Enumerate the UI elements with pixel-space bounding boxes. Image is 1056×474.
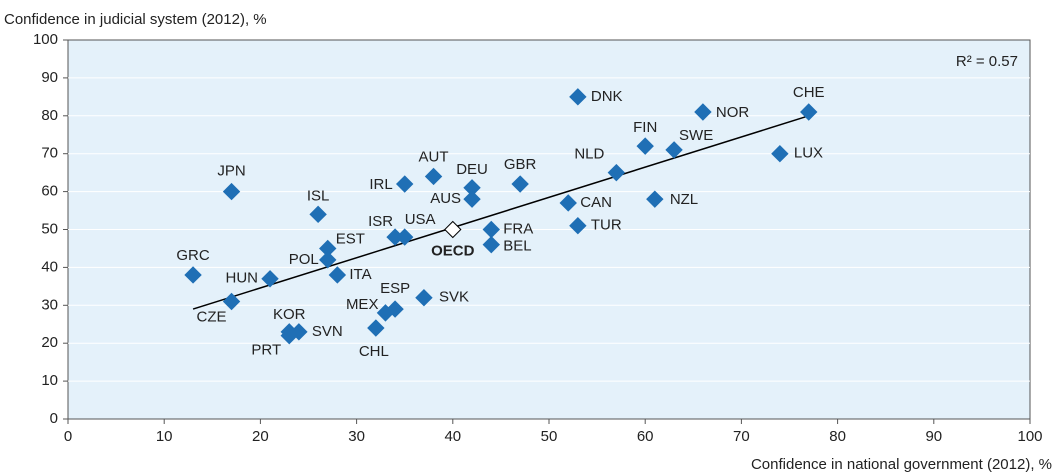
point <box>415 289 433 307</box>
point-label: SVK <box>439 289 469 306</box>
x-tick-label: 100 <box>1017 428 1042 445</box>
point <box>395 228 414 246</box>
y-tick-label: 30 <box>41 296 58 313</box>
point-label: SVN <box>312 323 343 340</box>
point-label: HUN <box>226 270 259 287</box>
point <box>290 323 308 341</box>
point-label: NLD <box>574 146 604 163</box>
point-label: GRC <box>176 247 210 264</box>
point <box>482 235 500 254</box>
point <box>261 270 279 288</box>
point-label: ISL <box>307 187 330 204</box>
y-tick-label: 20 <box>41 334 58 351</box>
x-tick-label: 30 <box>348 428 365 445</box>
y-tick-label: 90 <box>41 69 58 86</box>
point <box>222 182 241 201</box>
x-tick-label: 90 <box>925 428 942 445</box>
point <box>636 137 654 155</box>
x-tick-label: 0 <box>64 428 72 445</box>
point <box>559 194 577 212</box>
x-tick-label: 70 <box>733 428 750 445</box>
y-tick-label: 0 <box>50 410 58 427</box>
y-tick-label: 50 <box>41 220 58 237</box>
point <box>309 205 327 224</box>
point <box>646 190 664 208</box>
point <box>424 167 443 186</box>
x-tick-label: 40 <box>444 428 461 445</box>
x-tick-label: 50 <box>541 428 558 445</box>
point <box>319 251 337 269</box>
point-label: POL <box>289 251 319 268</box>
point-label: PRT <box>251 342 281 359</box>
point-label: ESP <box>380 280 410 297</box>
point-label: DEU <box>456 161 488 178</box>
trend-line <box>192 115 809 310</box>
point-label: EST <box>336 230 365 247</box>
point-label: JPN <box>217 163 245 180</box>
point <box>367 319 385 337</box>
point <box>800 103 818 121</box>
point-label: BEL <box>503 238 531 255</box>
y-tick-label: 70 <box>41 145 58 162</box>
point-label: ITA <box>349 266 371 283</box>
x-tick-label: 80 <box>829 428 846 445</box>
point-label: SWE <box>679 127 713 144</box>
point-label: FIN <box>633 119 657 136</box>
point-label: CZE <box>197 308 227 325</box>
point-label: FRA <box>503 220 533 237</box>
point-label: GBR <box>504 156 537 173</box>
point <box>444 220 462 239</box>
point <box>184 266 202 284</box>
point <box>569 217 587 235</box>
point-label: DNK <box>591 88 623 105</box>
y-axis-label: Confidence in judicial system (2012), % <box>4 11 267 28</box>
y-tick-label: 80 <box>41 107 58 124</box>
point-label: USA <box>405 211 436 228</box>
point-label: CHE <box>793 84 825 101</box>
x-tick-label: 60 <box>637 428 654 445</box>
point-label: ISR <box>368 213 393 230</box>
point-label: NZL <box>670 191 698 208</box>
point-label: TUR <box>591 217 622 234</box>
point <box>771 144 789 163</box>
x-axis-label: Confidence in national government (2012)… <box>751 456 1052 473</box>
point <box>222 292 241 311</box>
point-label: LUX <box>794 145 823 162</box>
point-label: KOR <box>273 306 306 323</box>
x-tick-label: 10 <box>156 428 173 445</box>
annotation: R² = 0.57 <box>956 53 1018 70</box>
y-tick-label: 10 <box>41 372 58 389</box>
point <box>395 175 414 193</box>
point-label: AUS <box>430 190 461 207</box>
point <box>328 266 347 284</box>
y-tick-label: 60 <box>41 183 58 200</box>
point-label: MEX <box>346 296 379 313</box>
point <box>463 190 481 208</box>
y-tick-label: 40 <box>41 258 58 275</box>
y-tick-label: 100 <box>33 31 58 48</box>
point <box>511 175 529 193</box>
point <box>665 141 683 159</box>
x-tick-label: 20 <box>252 428 269 445</box>
point-label: OECD <box>431 242 475 259</box>
point-label: CHL <box>359 343 389 360</box>
point <box>386 300 404 318</box>
point-label: NOR <box>716 104 750 121</box>
point <box>694 103 712 121</box>
point-label: AUT <box>419 148 449 165</box>
point <box>569 88 587 106</box>
point-label: CAN <box>580 194 612 211</box>
point <box>607 163 626 182</box>
point-label: IRL <box>369 176 392 193</box>
